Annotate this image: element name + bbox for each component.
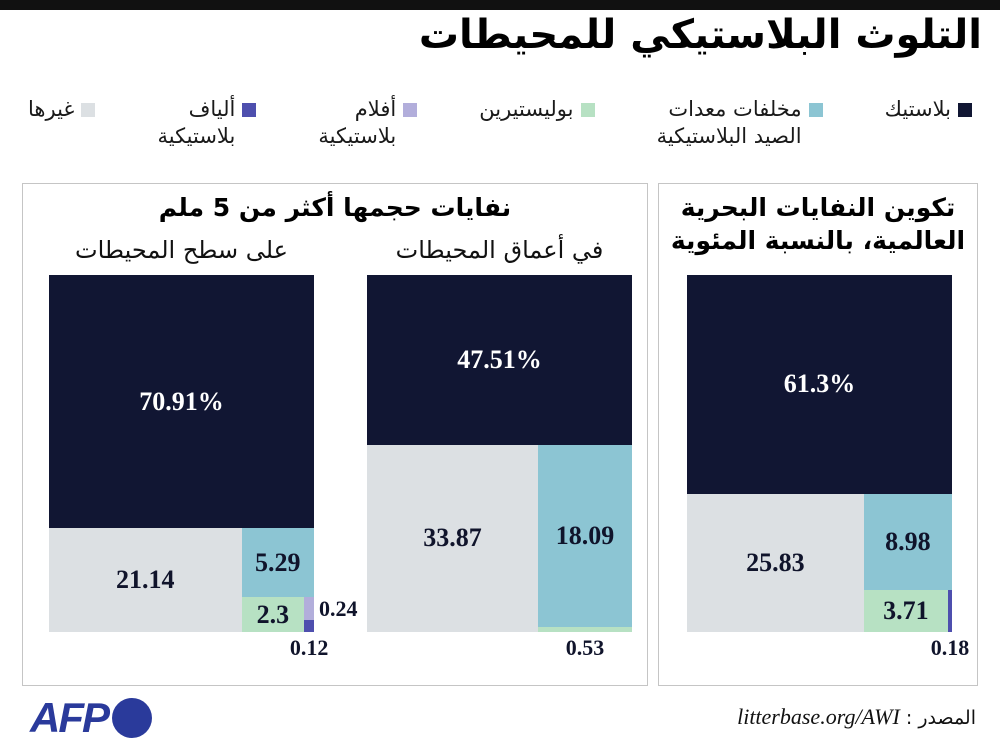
treemap-segment-fishing_gear: 18.09 (538, 444, 632, 627)
treemap-segment-others: 21.14 (49, 528, 242, 632)
segment-value: 25.83 (746, 547, 805, 577)
treemap-segment-polystyrene: 3.71 (863, 590, 948, 632)
treemap-segment-fishing_gear: 8.98 (863, 493, 952, 591)
legend-swatch-polystyrene (580, 103, 595, 117)
segment-value: 8.98 (885, 527, 931, 557)
afp-circle-icon (112, 698, 152, 738)
segment-value: 70.91% (139, 386, 224, 416)
legend-swatch-fibers (242, 103, 257, 117)
segment-value: 33.87 (423, 523, 482, 553)
legend-label: مخلفات معدات الصيد البلاستيكية (656, 97, 802, 149)
panel-global-composition: تكوين النفايات البحرية العالمية، بالنسبة… (658, 183, 978, 686)
treemap-segment-others: 25.83 (687, 493, 864, 632)
treemap-ocean-surface: 70.91% 21.14 5.29 2.3 0.24 0.12 (49, 275, 358, 660)
legend-label: بوليستيرين (479, 97, 574, 121)
legend-item-fibers: ألياف بلاستيكية (157, 96, 257, 151)
legend-swatch-plastic (958, 103, 972, 117)
treemap-segment-films (304, 597, 314, 621)
legend-label: أفلام بلاستيكية (318, 97, 397, 149)
source-value: litterbase.org/AWI (737, 704, 900, 729)
segment-value: 3.71 (883, 596, 929, 626)
segment-value-outside: 0.53 (565, 635, 605, 660)
segment-value: 2.3 (256, 599, 290, 629)
legend-item-polystyrene: بوليستيرين (479, 96, 595, 123)
legend-item-others: غيرها (28, 96, 96, 123)
segment-value: 47.51% (457, 344, 542, 374)
treemap-segment-fishing_gear: 5.29 (241, 528, 314, 598)
segment-value: 21.14 (116, 565, 175, 595)
treemap-deep-ocean: 47.51% 33.87 18.09 0.53 (367, 275, 632, 660)
panel-waste-over-5mm: نفايات حجمها أكثر من 5 ملم في أعماق المح… (22, 183, 648, 686)
chart-subtitle-deep-ocean: في أعماق المحيطات (395, 236, 604, 264)
legend-swatch-fishing_gear (808, 103, 823, 117)
afp-logo-text: AFP (30, 694, 110, 741)
source-line: المصدر : litterbase.org/AWI (737, 704, 976, 730)
page-title: التلوث البلاستيكي للمحيطات (418, 12, 982, 58)
legend-label: غيرها (28, 97, 75, 121)
legend-swatch-films (403, 103, 418, 117)
segment-value: 5.29 (255, 547, 301, 577)
top-black-bar (0, 0, 1000, 10)
legend: بلاستيك مخلفات معدات الصيد البلاستيكية بول… (28, 96, 972, 151)
treemap-segment-plastic: 47.51% (367, 275, 632, 445)
source-label: المصدر : (905, 707, 976, 729)
legend-item-films: أفلام بلاستيكية (318, 96, 418, 151)
segment-value-outside: 0.12 (289, 635, 329, 660)
chart-subtitle-ocean-surface: على سطح المحيطات (75, 236, 288, 264)
treemap-segment-others: 33.87 (367, 444, 538, 632)
segment-value: 61.3% (783, 369, 856, 399)
treemap-segment-plastic: 61.3% (687, 275, 952, 494)
treemap-segment-plastic: 70.91% (49, 275, 314, 529)
legend-item-plastic: بلاستيك (885, 96, 972, 123)
segment-value-outside: 0.18 (930, 635, 970, 660)
segment-value-outside: 0.24 (319, 595, 358, 621)
panel-right-title: تكوين النفايات البحرية العالمية، بالنسبة… (670, 193, 966, 255)
afp-logo: AFP (30, 694, 152, 742)
segment-value: 18.09 (555, 520, 615, 550)
legend-swatch-others (81, 103, 96, 117)
legend-item-fishing_gear: مخلفات معدات الصيد البلاستيكية (657, 96, 823, 151)
treemap-segment-fibers (947, 590, 952, 632)
treemap-segment-fibers (304, 620, 314, 632)
treemap-global-marine-litter: 61.3% 25.83 8.98 3.71 0.18 (687, 275, 969, 660)
legend-label: بلاستيك (884, 97, 951, 121)
legend-label: ألياف بلاستيكية (157, 97, 236, 149)
panel-left-title: نفايات حجمها أكثر من 5 ملم (158, 193, 512, 222)
treemap-segment-polystyrene: 2.3 (241, 597, 305, 632)
treemap-segment-polystyrene (538, 626, 632, 632)
